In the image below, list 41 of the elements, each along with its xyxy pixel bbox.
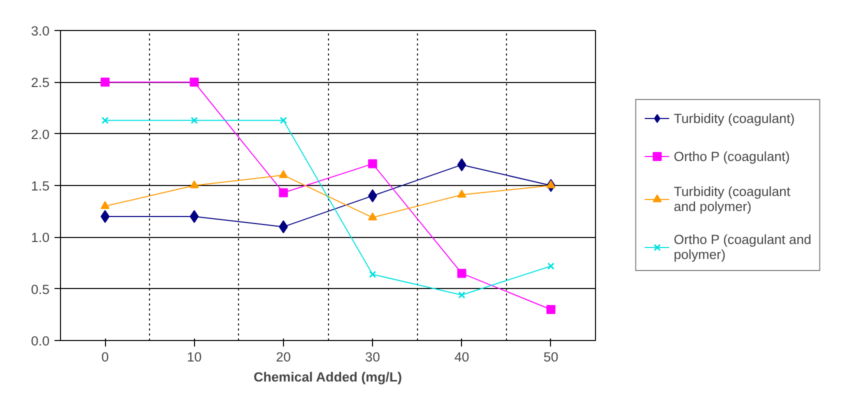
point [278, 220, 288, 234]
y-tick-label: 2.0 [30, 126, 50, 142]
legend-label: Turbidity (coagulant) [674, 110, 795, 126]
y-tick-label: 1.0 [30, 230, 50, 246]
x-tick-label: 40 [454, 350, 470, 364]
point [457, 268, 466, 278]
point [190, 180, 199, 188]
point [278, 170, 288, 178]
legend-label: Ortho P (coagulant) [674, 148, 790, 164]
point [546, 180, 556, 188]
point [102, 116, 109, 124]
legend-label: Ortho P (coagulant and polymer) [674, 232, 812, 262]
y-tick-label: 3.0 [30, 24, 50, 38]
x-tick-label: 10 [186, 350, 202, 364]
point [546, 305, 556, 314]
y-tick-label: 0.0 [30, 334, 50, 348]
point [368, 159, 378, 168]
x-axis-title: Chemical Added (mg/L) [254, 370, 402, 384]
point [368, 212, 378, 220]
y-tick-label: 0.5 [30, 282, 50, 297]
point [369, 270, 376, 278]
y-tick-label: 1.5 [30, 178, 50, 194]
point [100, 78, 110, 87]
point [100, 201, 110, 209]
point [457, 158, 466, 172]
x-tick-label: 50 [544, 350, 558, 364]
legend-label: Turbidity (coagulant and polymer) [674, 184, 790, 214]
point [278, 188, 288, 198]
point [457, 190, 466, 198]
y-tick-label: 2.5 [30, 75, 50, 90]
point [190, 78, 199, 87]
x-tick-label: 30 [365, 350, 380, 364]
point [368, 189, 378, 202]
point [190, 116, 198, 124]
point [280, 116, 287, 124]
point [190, 210, 199, 223]
point [547, 262, 554, 270]
x-tick-label: 20 [276, 350, 291, 364]
point [458, 291, 466, 299]
x-tick-label: 0 [101, 350, 109, 364]
point [100, 210, 110, 223]
